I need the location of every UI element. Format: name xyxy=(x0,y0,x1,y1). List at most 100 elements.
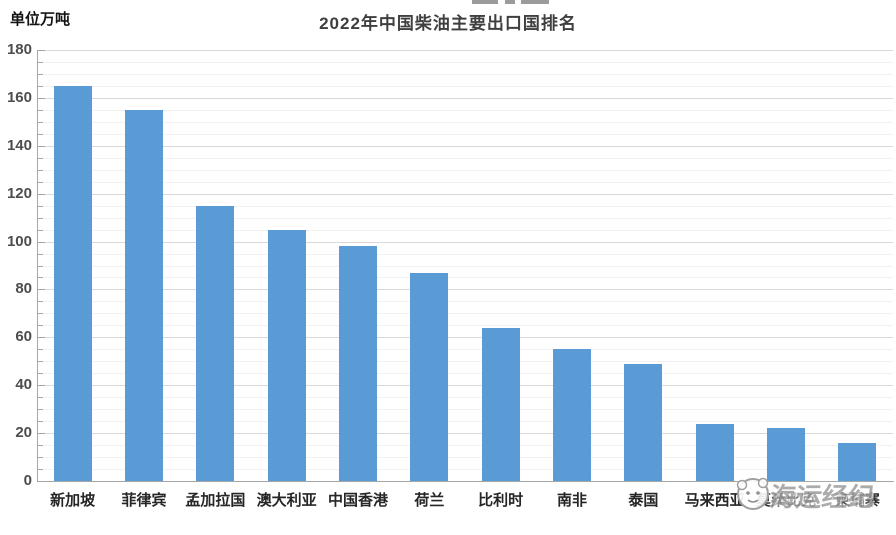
major-gridline xyxy=(37,145,893,147)
major-gridline xyxy=(37,97,893,99)
y-axis-tick xyxy=(38,181,43,183)
major-gridline xyxy=(37,385,893,387)
minor-gridline xyxy=(37,253,893,255)
major-gridline xyxy=(37,241,893,243)
y-axis-tick xyxy=(38,325,43,327)
minor-gridline xyxy=(37,133,893,135)
minor-gridline xyxy=(37,73,893,75)
y-tick-label: 0 xyxy=(23,472,32,489)
bar-中国香港 xyxy=(339,246,377,481)
y-axis-tick xyxy=(38,337,45,339)
y-axis-tick xyxy=(38,349,43,351)
y-axis-tick xyxy=(38,397,43,399)
major-gridline xyxy=(37,289,893,291)
y-tick-label: 80 xyxy=(15,280,32,298)
y-tick-label: 180 xyxy=(6,41,32,58)
bar-莫桑比克 xyxy=(767,428,805,481)
bar-澳大利亚 xyxy=(267,229,306,481)
y-axis-tick xyxy=(38,445,43,447)
y-axis-unit-label: 单位万吨 xyxy=(10,11,71,28)
y-axis-tick xyxy=(38,133,43,135)
y-axis-tick xyxy=(38,145,45,147)
bar-菲律宾 xyxy=(125,109,163,481)
y-axis-tick xyxy=(38,457,43,459)
bar-比利时 xyxy=(481,327,520,481)
chart-title: 2022年中国柴油主要出口国排名 xyxy=(319,14,577,33)
y-tick-label: 20 xyxy=(15,424,32,442)
y-axis-tick xyxy=(38,469,43,471)
x-axis-line xyxy=(37,481,894,482)
category-label: 泰国 xyxy=(628,492,659,509)
bar-新加坡 xyxy=(53,85,92,481)
minor-gridline xyxy=(37,265,893,267)
minor-gridline xyxy=(37,457,893,459)
bar-南非 xyxy=(553,349,591,481)
y-axis-tick xyxy=(38,373,43,375)
y-axis-tick xyxy=(38,301,43,303)
category-label: 中国香港 xyxy=(327,492,388,509)
minor-gridline xyxy=(37,61,893,63)
y-axis-tick xyxy=(38,73,43,75)
minor-gridline xyxy=(37,217,893,219)
bar-柬埔寨 xyxy=(838,442,877,481)
y-tick-label: 100 xyxy=(6,232,32,250)
minor-gridline xyxy=(37,397,893,399)
category-label: 荷兰 xyxy=(414,492,445,509)
y-axis-tick xyxy=(38,433,45,435)
y-axis-tick xyxy=(38,217,43,219)
minor-gridline xyxy=(37,157,893,159)
minor-gridline xyxy=(37,181,893,183)
watermark: 海运经纪 xyxy=(726,470,896,518)
minor-gridline xyxy=(37,85,893,87)
minor-gridline xyxy=(37,373,893,375)
major-gridline xyxy=(37,50,893,51)
minor-gridline xyxy=(37,121,893,123)
minor-gridline xyxy=(37,469,893,471)
bar-马来西亚 xyxy=(695,423,734,481)
y-axis-tick xyxy=(38,277,43,279)
minor-gridline xyxy=(37,313,893,315)
minor-gridline xyxy=(37,361,893,363)
y-axis-tick xyxy=(38,481,45,482)
y-axis-tick xyxy=(38,229,43,231)
y-tick-label: 140 xyxy=(6,136,32,154)
y-axis-tick xyxy=(38,61,43,63)
y-axis-tick xyxy=(38,385,45,387)
y-axis-tick xyxy=(38,50,45,51)
y-tick-label: 160 xyxy=(6,88,32,106)
y-tick-label: 40 xyxy=(15,376,32,394)
y-axis-tick xyxy=(38,241,45,243)
y-axis-tick xyxy=(38,169,43,171)
y-axis-tick xyxy=(38,361,43,363)
major-gridline xyxy=(37,433,893,435)
y-axis-tick xyxy=(38,313,43,315)
minor-gridline xyxy=(37,445,893,447)
minor-gridline xyxy=(37,301,893,303)
category-label: 马来西亚 xyxy=(684,492,745,509)
category-label: 菲律宾 xyxy=(121,492,167,509)
y-axis-tick xyxy=(38,109,43,111)
minor-gridline xyxy=(37,109,893,111)
y-axis-tick xyxy=(38,265,43,267)
y-axis-tick xyxy=(38,97,45,99)
y-axis-line xyxy=(37,50,38,481)
y-tick-label: 60 xyxy=(15,328,32,346)
category-label: 澳大利亚 xyxy=(256,492,317,509)
category-label: 柬埔寨 xyxy=(834,492,880,509)
y-tick-label: 120 xyxy=(6,184,32,202)
category-label: 比利时 xyxy=(478,492,524,509)
y-axis-tick xyxy=(38,85,43,87)
minor-gridline xyxy=(37,409,893,411)
category-label: 南非 xyxy=(556,492,587,509)
bar-泰国 xyxy=(624,363,663,481)
y-axis-tick xyxy=(38,205,43,207)
y-axis-tick xyxy=(38,289,45,291)
minor-gridline xyxy=(37,277,893,279)
minor-gridline xyxy=(37,205,893,207)
y-axis-tick xyxy=(38,409,43,411)
major-gridline xyxy=(37,337,893,339)
y-axis-tick xyxy=(38,421,43,423)
minor-gridline xyxy=(37,349,893,351)
minor-gridline xyxy=(37,229,893,231)
